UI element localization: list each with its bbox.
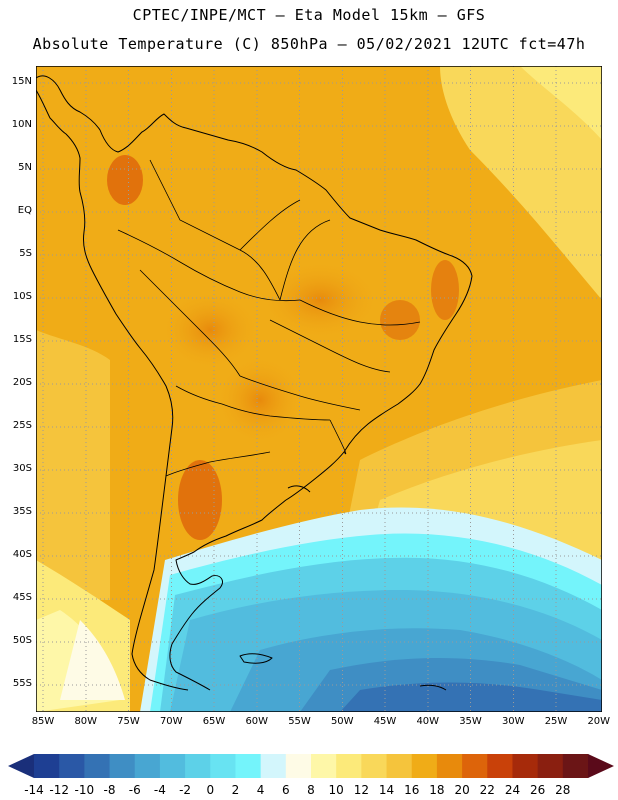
- colorbar-label: -8: [103, 783, 116, 797]
- colorbar-cell: [210, 754, 236, 778]
- lat-label: 5S: [19, 248, 32, 259]
- lon-label: 25W: [544, 716, 568, 727]
- colorbar-label: 14: [378, 783, 395, 797]
- lat-label: 25S: [12, 420, 32, 431]
- colorbar-label: 4: [256, 783, 265, 797]
- colorbar-label: -4: [153, 783, 166, 797]
- colorbar-label: 10: [328, 783, 344, 797]
- lat-label: 30S: [12, 463, 32, 474]
- lat-label: 40S: [12, 549, 32, 560]
- lon-label: 70W: [159, 716, 183, 727]
- colorbar-label: 28: [555, 783, 571, 797]
- colorbar-cell: [361, 754, 388, 778]
- colorbar-label: -12: [49, 783, 69, 797]
- colorbar-label: 12: [353, 783, 369, 797]
- lat-label: 35S: [12, 506, 32, 517]
- colorbar-cell: [84, 754, 111, 778]
- temperature-field: [36, 66, 602, 712]
- colorbar-cell: [260, 754, 287, 778]
- colorbar-label: 26: [529, 783, 546, 797]
- colorbar-cell: [59, 754, 85, 778]
- lon-label: 50W: [330, 716, 354, 727]
- colorbar-label: 22: [479, 783, 495, 797]
- colorbar-cell: [336, 754, 362, 778]
- colorbar-cell: [285, 754, 312, 778]
- colorbar-label: -10: [74, 783, 95, 797]
- colorbar-cell: [487, 754, 513, 778]
- lat-label: 10S: [12, 291, 32, 302]
- lat-label: 20S: [12, 377, 32, 388]
- colorbar-cell: [562, 754, 589, 778]
- lon-label: 75W: [117, 716, 140, 727]
- lat-label: EQ: [17, 205, 32, 216]
- map-subtitle: Absolute Temperature (C) 850hPa – 05/02/…: [32, 35, 586, 53]
- lon-label: 20W: [587, 716, 611, 727]
- lon-label: 35W: [459, 716, 482, 727]
- colorbar-cell: [311, 754, 337, 778]
- colorbar: [8, 754, 614, 778]
- colorbar-cell: [109, 754, 136, 778]
- colorbar-label: 0: [206, 783, 215, 797]
- colorbar-cell: [159, 754, 186, 778]
- colorbar-cell: [436, 754, 463, 778]
- colorbar-cell: [134, 754, 161, 778]
- lon-label: 80W: [74, 716, 98, 727]
- lat-label: 55S: [12, 678, 32, 689]
- colorbar-label: -6: [128, 783, 141, 797]
- lon-label: 45W: [373, 716, 397, 727]
- colorbar-label: 24: [504, 783, 521, 797]
- lon-label: 85W: [31, 716, 55, 727]
- colorbar-cell: [537, 754, 564, 778]
- lon-label: 60W: [245, 716, 269, 727]
- colorbar-cell: [34, 754, 60, 778]
- lat-label: 15N: [11, 76, 32, 87]
- lon-label: 30W: [501, 716, 525, 727]
- colorbar-label: 8: [307, 783, 315, 797]
- colorbar-cell: [185, 754, 211, 778]
- colorbar-label: 18: [429, 783, 445, 797]
- lat-label: 5N: [18, 162, 32, 173]
- colorbar-left-arrow: [8, 754, 34, 778]
- colorbar-label: -2: [179, 783, 192, 797]
- coastline: [36, 75, 473, 691]
- colorbar-label: 2: [231, 783, 240, 797]
- lon-label: 55W: [288, 716, 311, 727]
- colorbar-cell: [411, 754, 438, 778]
- colorbar-cell: [386, 754, 413, 778]
- lat-label: 50S: [12, 635, 32, 646]
- colorbar-cell: [512, 754, 539, 778]
- colorbar-cell: [462, 754, 488, 778]
- lat-label: 15S: [12, 334, 32, 345]
- colorbar-label: 6: [281, 783, 290, 797]
- lat-label: 45S: [12, 592, 32, 603]
- map-title: CPTEC/INPE/MCT – Eta Model 15km – GFS: [132, 6, 486, 24]
- colorbar-right-arrow: [588, 754, 614, 778]
- colorbar-cell: [235, 754, 262, 778]
- country-borders: [117, 159, 421, 477]
- lon-label: 65W: [202, 716, 226, 727]
- lat-label: 10N: [11, 119, 32, 130]
- colorbar-label: 20: [454, 783, 470, 797]
- colorbar-label: 16: [404, 783, 420, 797]
- colorbar-label: -14: [24, 783, 44, 797]
- lon-label: 40W: [416, 716, 440, 727]
